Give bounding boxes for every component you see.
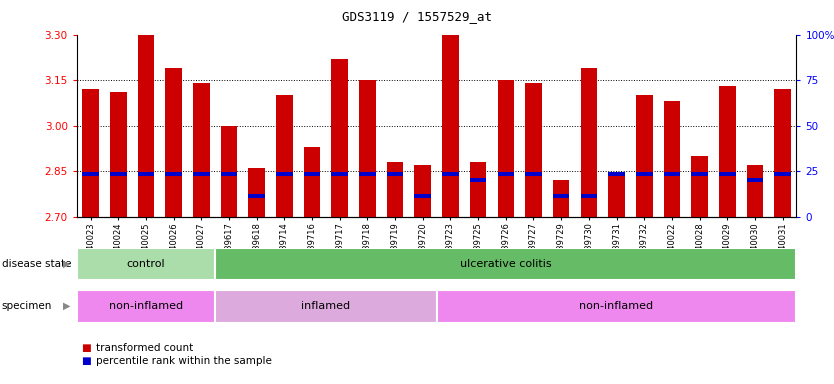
- Text: transformed count: transformed count: [96, 343, 193, 353]
- Bar: [83, 172, 99, 176]
- Bar: [746, 165, 763, 217]
- Text: ulcerative colitis: ulcerative colitis: [460, 259, 551, 269]
- Bar: [498, 80, 514, 217]
- Bar: [138, 172, 154, 176]
- Bar: [525, 172, 542, 176]
- Bar: [359, 80, 375, 217]
- Bar: [470, 162, 486, 217]
- Bar: [580, 68, 597, 217]
- Bar: [221, 172, 238, 176]
- Bar: [193, 83, 209, 217]
- Bar: [553, 180, 570, 217]
- Bar: [249, 194, 265, 198]
- Text: inflamed: inflamed: [301, 301, 350, 311]
- Bar: [276, 172, 293, 176]
- Bar: [387, 162, 404, 217]
- Bar: [498, 172, 514, 176]
- Bar: [437, 290, 796, 323]
- Bar: [664, 101, 681, 217]
- Bar: [304, 172, 320, 176]
- Bar: [165, 68, 182, 217]
- Bar: [553, 194, 570, 198]
- Bar: [691, 156, 708, 217]
- Bar: [608, 172, 625, 176]
- Bar: [719, 172, 736, 176]
- Bar: [359, 172, 375, 176]
- Bar: [774, 172, 791, 176]
- Bar: [470, 179, 486, 182]
- Bar: [774, 89, 791, 217]
- Bar: [442, 35, 459, 217]
- Bar: [110, 172, 127, 176]
- Bar: [414, 194, 431, 198]
- Text: disease state: disease state: [2, 259, 71, 269]
- Text: ■: ■: [81, 343, 91, 353]
- Bar: [221, 126, 238, 217]
- Bar: [83, 89, 99, 217]
- Bar: [215, 248, 796, 280]
- Text: non-inflamed: non-inflamed: [580, 301, 654, 311]
- Text: non-inflamed: non-inflamed: [109, 301, 183, 311]
- Bar: [77, 248, 215, 280]
- Text: control: control: [127, 259, 165, 269]
- Bar: [304, 147, 320, 217]
- Bar: [636, 172, 652, 176]
- Bar: [331, 172, 348, 176]
- Text: ▶: ▶: [63, 259, 70, 269]
- Text: ▶: ▶: [63, 301, 70, 311]
- Text: specimen: specimen: [2, 301, 52, 311]
- Bar: [664, 172, 681, 176]
- Text: GDS3119 / 1557529_at: GDS3119 / 1557529_at: [342, 10, 492, 23]
- Bar: [691, 172, 708, 176]
- Bar: [110, 92, 127, 217]
- Bar: [165, 172, 182, 176]
- Bar: [719, 86, 736, 217]
- Text: ■: ■: [81, 356, 91, 366]
- Bar: [442, 172, 459, 176]
- Bar: [276, 95, 293, 217]
- Bar: [636, 95, 652, 217]
- Bar: [215, 290, 437, 323]
- Text: percentile rank within the sample: percentile rank within the sample: [96, 356, 272, 366]
- Bar: [387, 172, 404, 176]
- Bar: [77, 290, 215, 323]
- Bar: [249, 168, 265, 217]
- Bar: [414, 165, 431, 217]
- Bar: [580, 194, 597, 198]
- Bar: [331, 59, 348, 217]
- Bar: [746, 179, 763, 182]
- Bar: [608, 174, 625, 217]
- Bar: [525, 83, 542, 217]
- Bar: [138, 35, 154, 217]
- Bar: [193, 172, 209, 176]
